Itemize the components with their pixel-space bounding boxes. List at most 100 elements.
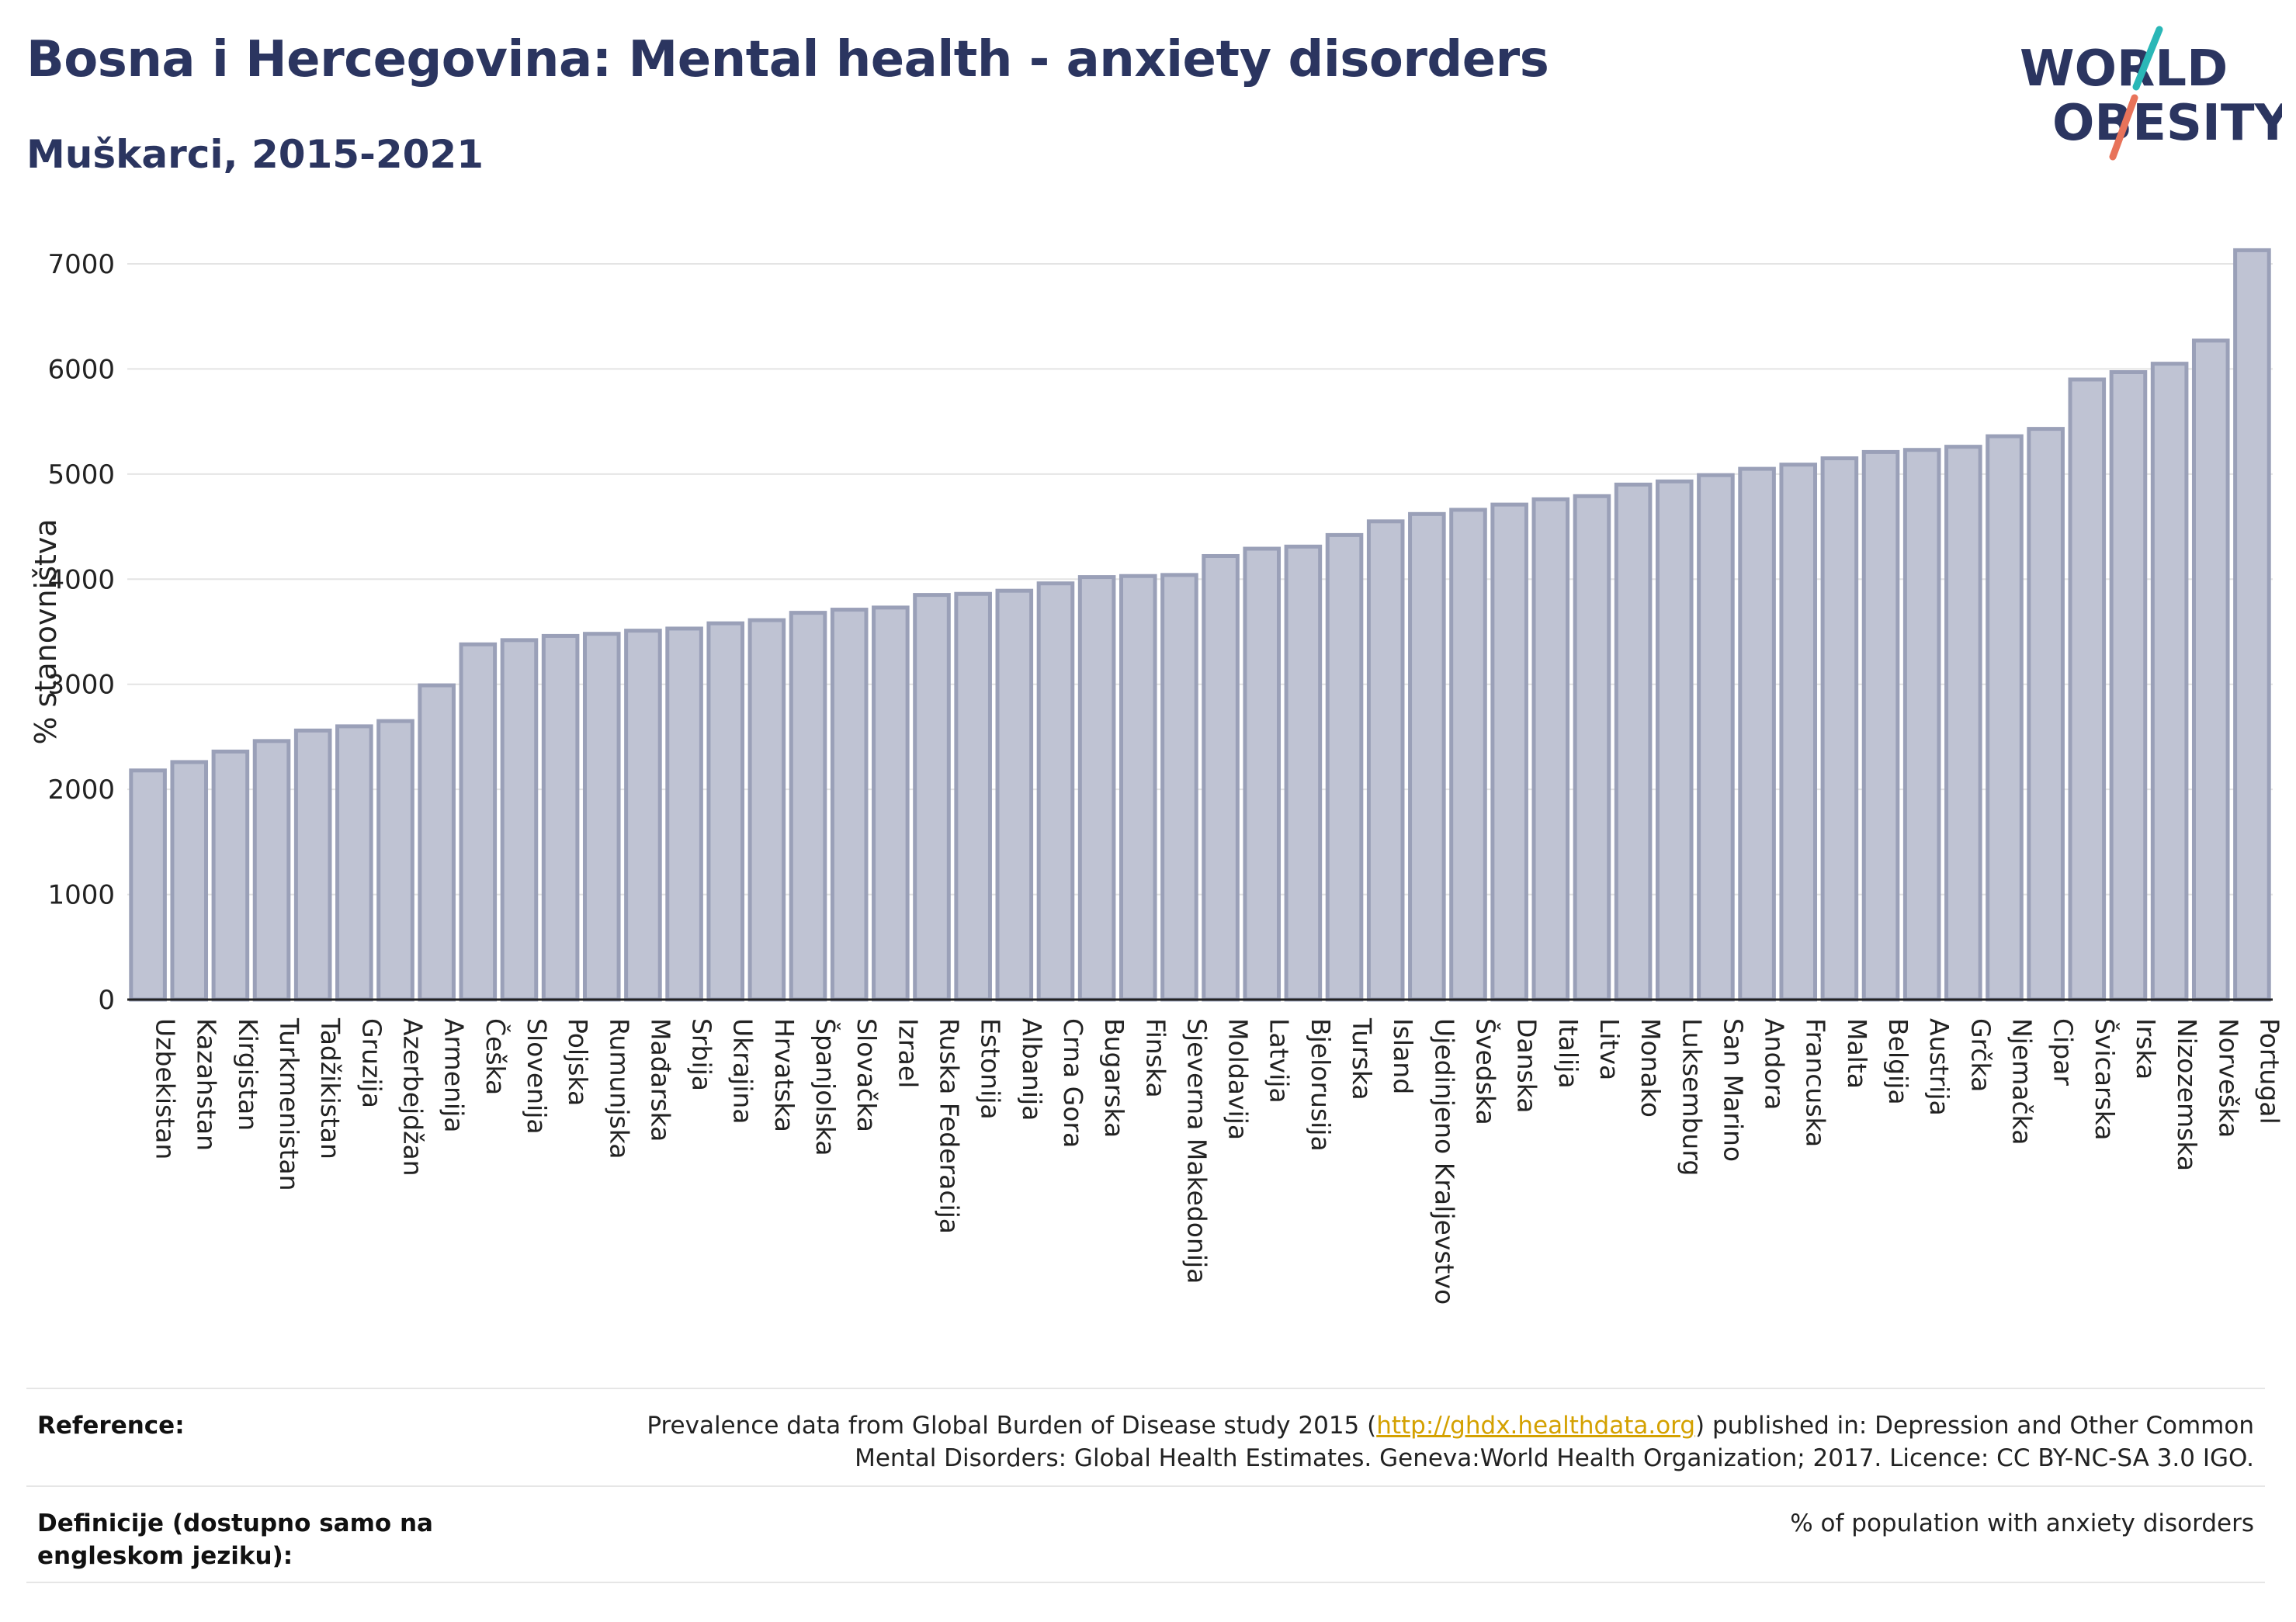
bar	[1077, 575, 1116, 1002]
x-tick-label: Litva	[1594, 1018, 1625, 1080]
bar	[1738, 466, 1776, 1002]
bar	[1531, 497, 1570, 1002]
x-tick-label: Mađarska	[645, 1018, 675, 1142]
y-tick-label: 4000	[47, 564, 115, 595]
bar	[1820, 456, 1859, 1002]
bar	[1284, 544, 1323, 1002]
x-tick-label: Bugarska	[1099, 1018, 1129, 1138]
x-tick-label: Kirgistan	[233, 1018, 263, 1131]
bar	[624, 629, 662, 1002]
bar	[1119, 574, 1157, 1002]
bar	[1243, 546, 1282, 1002]
x-tick-label: Finska	[1140, 1018, 1171, 1098]
bar	[541, 633, 580, 1002]
definition-row: Definicije (dostupno samo na engleskom j…	[26, 1485, 2265, 1583]
bar	[500, 638, 539, 1002]
y-tick-label: 3000	[47, 670, 115, 701]
x-tick-label: Njemačka	[2007, 1018, 2038, 1145]
bar	[747, 618, 786, 1002]
x-tick-label: Turska	[1347, 1017, 1377, 1100]
x-tick-label: Sjeverna Makedonija	[1181, 1018, 1212, 1284]
x-tick-label: Belgija	[1883, 1018, 1913, 1105]
definition-label: Definicije (dostupno samo na engleskom j…	[37, 1509, 433, 1570]
bar	[418, 683, 456, 1002]
bar	[1902, 448, 1941, 1002]
x-tick-label: Turkmenistan	[274, 1017, 304, 1191]
bar	[252, 739, 291, 1002]
x-tick-label: Rumunjska	[604, 1018, 634, 1159]
y-tick-label: 2000	[47, 775, 115, 806]
bar	[913, 593, 951, 1002]
bar	[1490, 502, 1528, 1002]
x-tick-label: Hrvatska	[769, 1018, 799, 1132]
reference-row: Reference: Prevalence data from Global B…	[26, 1388, 2265, 1485]
reference-link[interactable]: http://ghdx.healthdata.org	[1376, 1412, 1696, 1440]
bar	[1614, 482, 1653, 1002]
logo-line1: WORLD	[2020, 40, 2228, 98]
x-tick-label: Slovačka	[851, 1018, 882, 1132]
bar	[2068, 377, 2107, 1002]
x-tick-label: Ruska Federacija	[935, 1018, 965, 1234]
bar	[1655, 479, 1694, 1002]
bar	[129, 768, 167, 1002]
reference-label: Reference:	[37, 1412, 185, 1440]
x-tick-label: Francuska	[1801, 1018, 1831, 1147]
bar	[1573, 494, 1611, 1002]
x-tick-label: Latvija	[1264, 1018, 1295, 1104]
bar	[1160, 573, 1198, 1002]
page-title: Bosna i Hercegovina: Mental health - anx…	[26, 31, 1549, 88]
x-tick-label: Uzbekistan	[151, 1018, 181, 1159]
x-tick-label: Malta	[1842, 1018, 1872, 1089]
reference-line2: Mental Disorders: Global Health Estimate…	[855, 1444, 2254, 1472]
bar	[706, 621, 745, 1002]
bar	[2191, 338, 2230, 1002]
bar	[665, 626, 703, 1002]
x-tick-label: Švedska	[1471, 1018, 1502, 1125]
bar	[1325, 532, 1364, 1002]
x-tick-label: Portugal	[2254, 1018, 2284, 1125]
x-tick-label: Luksemburg	[1677, 1018, 1707, 1176]
x-tick-label: Gruzija	[356, 1018, 387, 1108]
x-tick-label: Moldavija	[1223, 1018, 1254, 1140]
bar	[789, 611, 827, 1002]
x-tick-label: Norveška	[2213, 1018, 2243, 1138]
logo-teal-slash	[2132, 26, 2163, 91]
x-tick-label: Izrael	[893, 1018, 923, 1088]
bar	[335, 724, 373, 1002]
x-tick-label: Austrija	[1924, 1018, 1954, 1116]
logo-line2: OBESITY	[2052, 95, 2282, 152]
x-tick-labels: Uzbekistan Kazahstan Kirgistan Turkmenistan…	[151, 1017, 2285, 1305]
bar	[2109, 369, 2148, 1002]
bar	[1408, 511, 1446, 1002]
bar	[954, 591, 992, 1002]
bar	[582, 632, 621, 1002]
bar	[1779, 463, 1818, 1002]
bar	[1449, 508, 1487, 1002]
definition-text: % of population with anxiety disorders	[1790, 1509, 2254, 1537]
reference-suffix: ) published in: Depression and Other Com…	[1695, 1412, 2254, 1440]
y-tick-labels: 0 1000 2000 3000 4000 5000 6000 7000	[47, 249, 115, 1016]
bar	[170, 760, 209, 1002]
reference-prefix: Prevalence data from Global Burden of Di…	[647, 1412, 1377, 1440]
bar	[830, 608, 869, 1002]
world-obesity-logo: WORLD OBESITY	[2020, 26, 2282, 161]
bar	[2027, 427, 2065, 1002]
bar	[2150, 362, 2189, 1002]
x-tick-label: Armenija	[439, 1018, 470, 1133]
y-axis-label: % stanovništva	[29, 518, 63, 744]
logo-coral-slash	[2109, 94, 2138, 161]
x-tick-label: Nizozemska	[2172, 1018, 2202, 1171]
bar	[995, 588, 1034, 1002]
x-tick-label: Estonija	[976, 1018, 1006, 1120]
x-tick-label: Bjelorusija	[1306, 1018, 1336, 1152]
bar	[872, 605, 910, 1002]
x-tick-label: Azerbejdžan	[398, 1018, 428, 1177]
x-tick-label: Ujedinjeno Kraljevstvo	[1429, 1018, 1459, 1305]
bar	[1861, 449, 1900, 1002]
x-tick-label: Monako	[1635, 1018, 1666, 1118]
reference-text: Prevalence data from Global Burden of Di…	[647, 1409, 2254, 1475]
bars	[129, 248, 2271, 1002]
x-tick-label: Španjolska	[810, 1018, 841, 1156]
y-tick-label: 1000	[47, 880, 115, 911]
y-tick-label: 6000	[47, 354, 115, 385]
